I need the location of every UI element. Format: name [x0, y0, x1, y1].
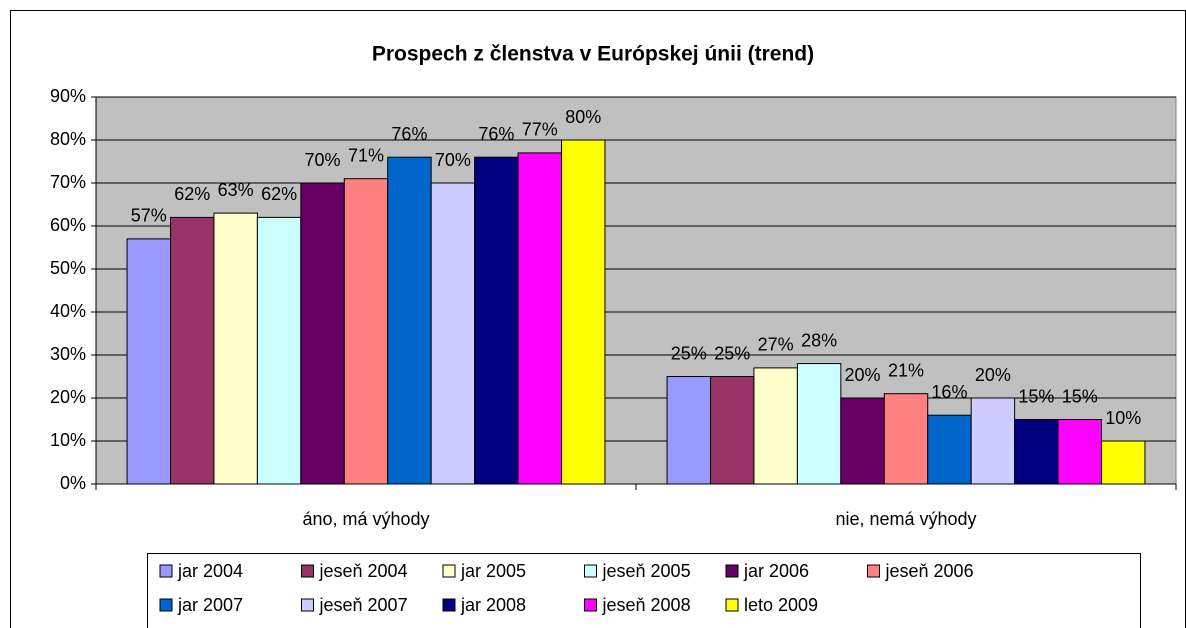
legend-swatch — [301, 598, 314, 612]
bar — [840, 397, 885, 485]
bar — [1014, 419, 1059, 485]
legend-swatch — [301, 564, 314, 578]
value-label: 25% — [714, 343, 750, 363]
legend-label: jar 2005 — [460, 561, 526, 581]
legend-label: jar 2004 — [177, 561, 243, 581]
value-label: 20% — [975, 365, 1011, 385]
bar — [343, 178, 389, 485]
bar — [883, 393, 929, 485]
bar — [753, 367, 798, 485]
y-tick-label: 20% — [50, 387, 86, 407]
bar — [561, 139, 606, 485]
bar — [1057, 419, 1103, 485]
value-label: 76% — [478, 124, 514, 144]
legend-label: jar 2008 — [460, 595, 526, 615]
legend-label: jeseň 2005 — [602, 561, 691, 581]
bar — [300, 182, 345, 485]
value-label: 77% — [522, 120, 558, 140]
value-label: 25% — [671, 343, 707, 363]
bar — [474, 156, 519, 485]
x-tick-label: nie, nemá výhody — [835, 509, 976, 529]
value-label: 28% — [801, 330, 837, 350]
value-label: 62% — [174, 184, 210, 204]
legend-label: jeseň 2006 — [885, 561, 974, 581]
legend-label: jeseň 2007 — [319, 595, 408, 615]
value-label: 70% — [305, 150, 341, 170]
value-label: 20% — [845, 365, 881, 385]
value-label: 57% — [131, 206, 167, 226]
value-label: 27% — [758, 335, 794, 355]
legend-swatch — [725, 564, 739, 578]
value-label: 63% — [218, 180, 254, 200]
legend-label: jeseň 2008 — [602, 595, 691, 615]
legend-swatch — [584, 598, 597, 612]
value-label: 15% — [1062, 386, 1098, 406]
y-tick-label: 40% — [50, 301, 86, 321]
bar — [970, 397, 1016, 485]
legend-swatch — [867, 564, 880, 578]
value-label: 76% — [391, 124, 427, 144]
bar — [213, 212, 258, 485]
value-label: 21% — [888, 360, 924, 380]
y-tick-label: 10% — [50, 430, 86, 450]
legend-label: jar 2006 — [743, 561, 809, 581]
y-tick-label: 50% — [50, 258, 86, 278]
y-tick-label: 70% — [50, 172, 86, 192]
bar — [927, 414, 972, 485]
bar — [430, 182, 476, 485]
value-label: 70% — [435, 150, 471, 170]
chart-title: Prospech z členstva v Európskej únii (tr… — [372, 43, 814, 66]
legend-swatch — [725, 598, 739, 612]
value-label: 15% — [1018, 386, 1054, 406]
bar — [517, 152, 563, 485]
legend-swatch — [159, 598, 173, 612]
legend-label: leto 2009 — [744, 595, 818, 615]
legend-swatch — [584, 564, 597, 578]
y-tick-label: 30% — [50, 344, 86, 364]
bar — [126, 238, 171, 485]
legend-swatch — [442, 564, 456, 578]
legend-swatch — [442, 598, 456, 612]
bar — [709, 376, 755, 485]
bar — [796, 363, 842, 485]
value-label: 80% — [565, 107, 601, 127]
legend-swatch — [159, 564, 173, 578]
bar — [1101, 440, 1146, 485]
bar — [256, 216, 302, 485]
bar — [666, 376, 711, 485]
legend-label: jar 2007 — [177, 595, 243, 615]
y-tick-label: 60% — [50, 215, 86, 235]
value-label: 16% — [931, 382, 967, 402]
y-tick-label: 90% — [50, 86, 86, 106]
value-label: 10% — [1105, 408, 1141, 428]
bar — [169, 216, 215, 485]
bar — [387, 156, 432, 485]
legend-label: jeseň 2004 — [319, 561, 408, 581]
x-tick-label: áno, má výhody — [302, 509, 429, 529]
value-label: 62% — [261, 184, 297, 204]
y-tick-label: 80% — [50, 129, 86, 149]
y-tick-label: 0% — [60, 473, 86, 493]
value-label: 71% — [348, 145, 384, 165]
